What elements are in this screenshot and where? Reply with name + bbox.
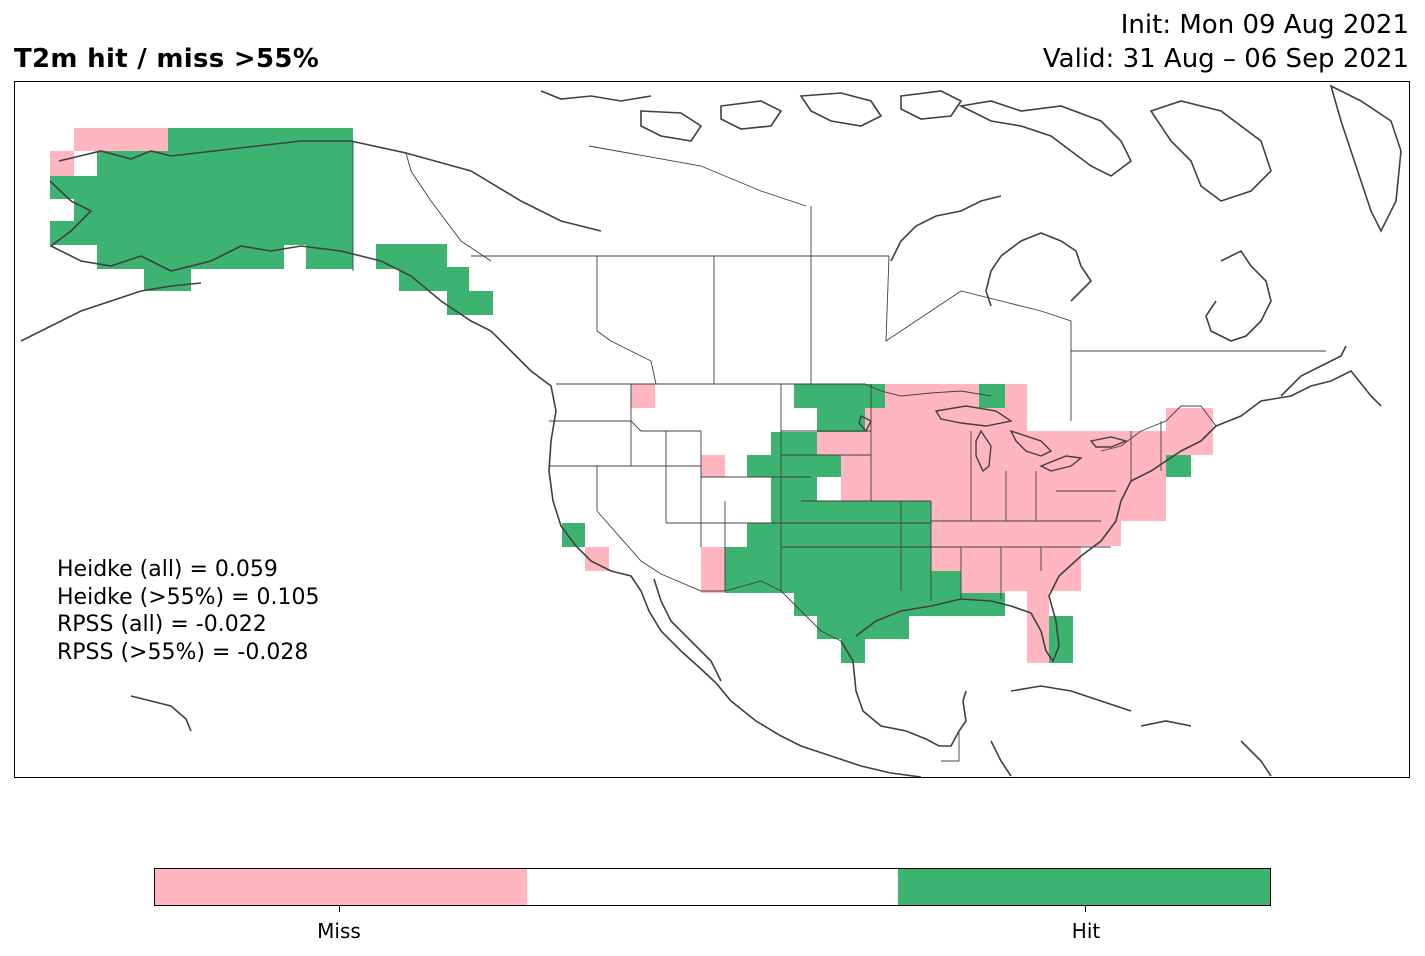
- map-title: T2m hit / miss >55%: [14, 44, 320, 74]
- map-panel: [14, 81, 1410, 778]
- colorbar-hit-segment: [898, 869, 1271, 905]
- political-borders: [352, 141, 1326, 762]
- map-svg: [20, 84, 1402, 777]
- colorbar-neutral-segment: [526, 869, 899, 905]
- valid-period: Valid: 31 Aug – 06 Sep 2021: [1042, 44, 1409, 74]
- score-heidke-55: Heidke (>55%) = 0.105: [57, 584, 320, 610]
- colorbar-tick-miss: [339, 906, 340, 912]
- score-heidke-all: Heidke (all) = 0.059: [57, 557, 278, 582]
- init-date: Init: Mon 09 Aug 2021: [1120, 10, 1409, 40]
- score-rpss-all: RPSS (all) = -0.022: [57, 612, 267, 637]
- lakes: [858, 405, 1129, 473]
- colorbar-tick-hit: [1085, 906, 1086, 912]
- score-rpss-55: RPSS (>55%) = -0.028: [57, 639, 309, 665]
- legend-label-hit: Hit: [1071, 919, 1101, 943]
- legend-label-miss: Miss: [317, 919, 361, 943]
- score-box: Heidke (all) = 0.059 Heidke (>55%) = 0.1…: [57, 556, 320, 666]
- colorbar: [154, 868, 1271, 906]
- colorbar-miss-segment: [155, 869, 527, 905]
